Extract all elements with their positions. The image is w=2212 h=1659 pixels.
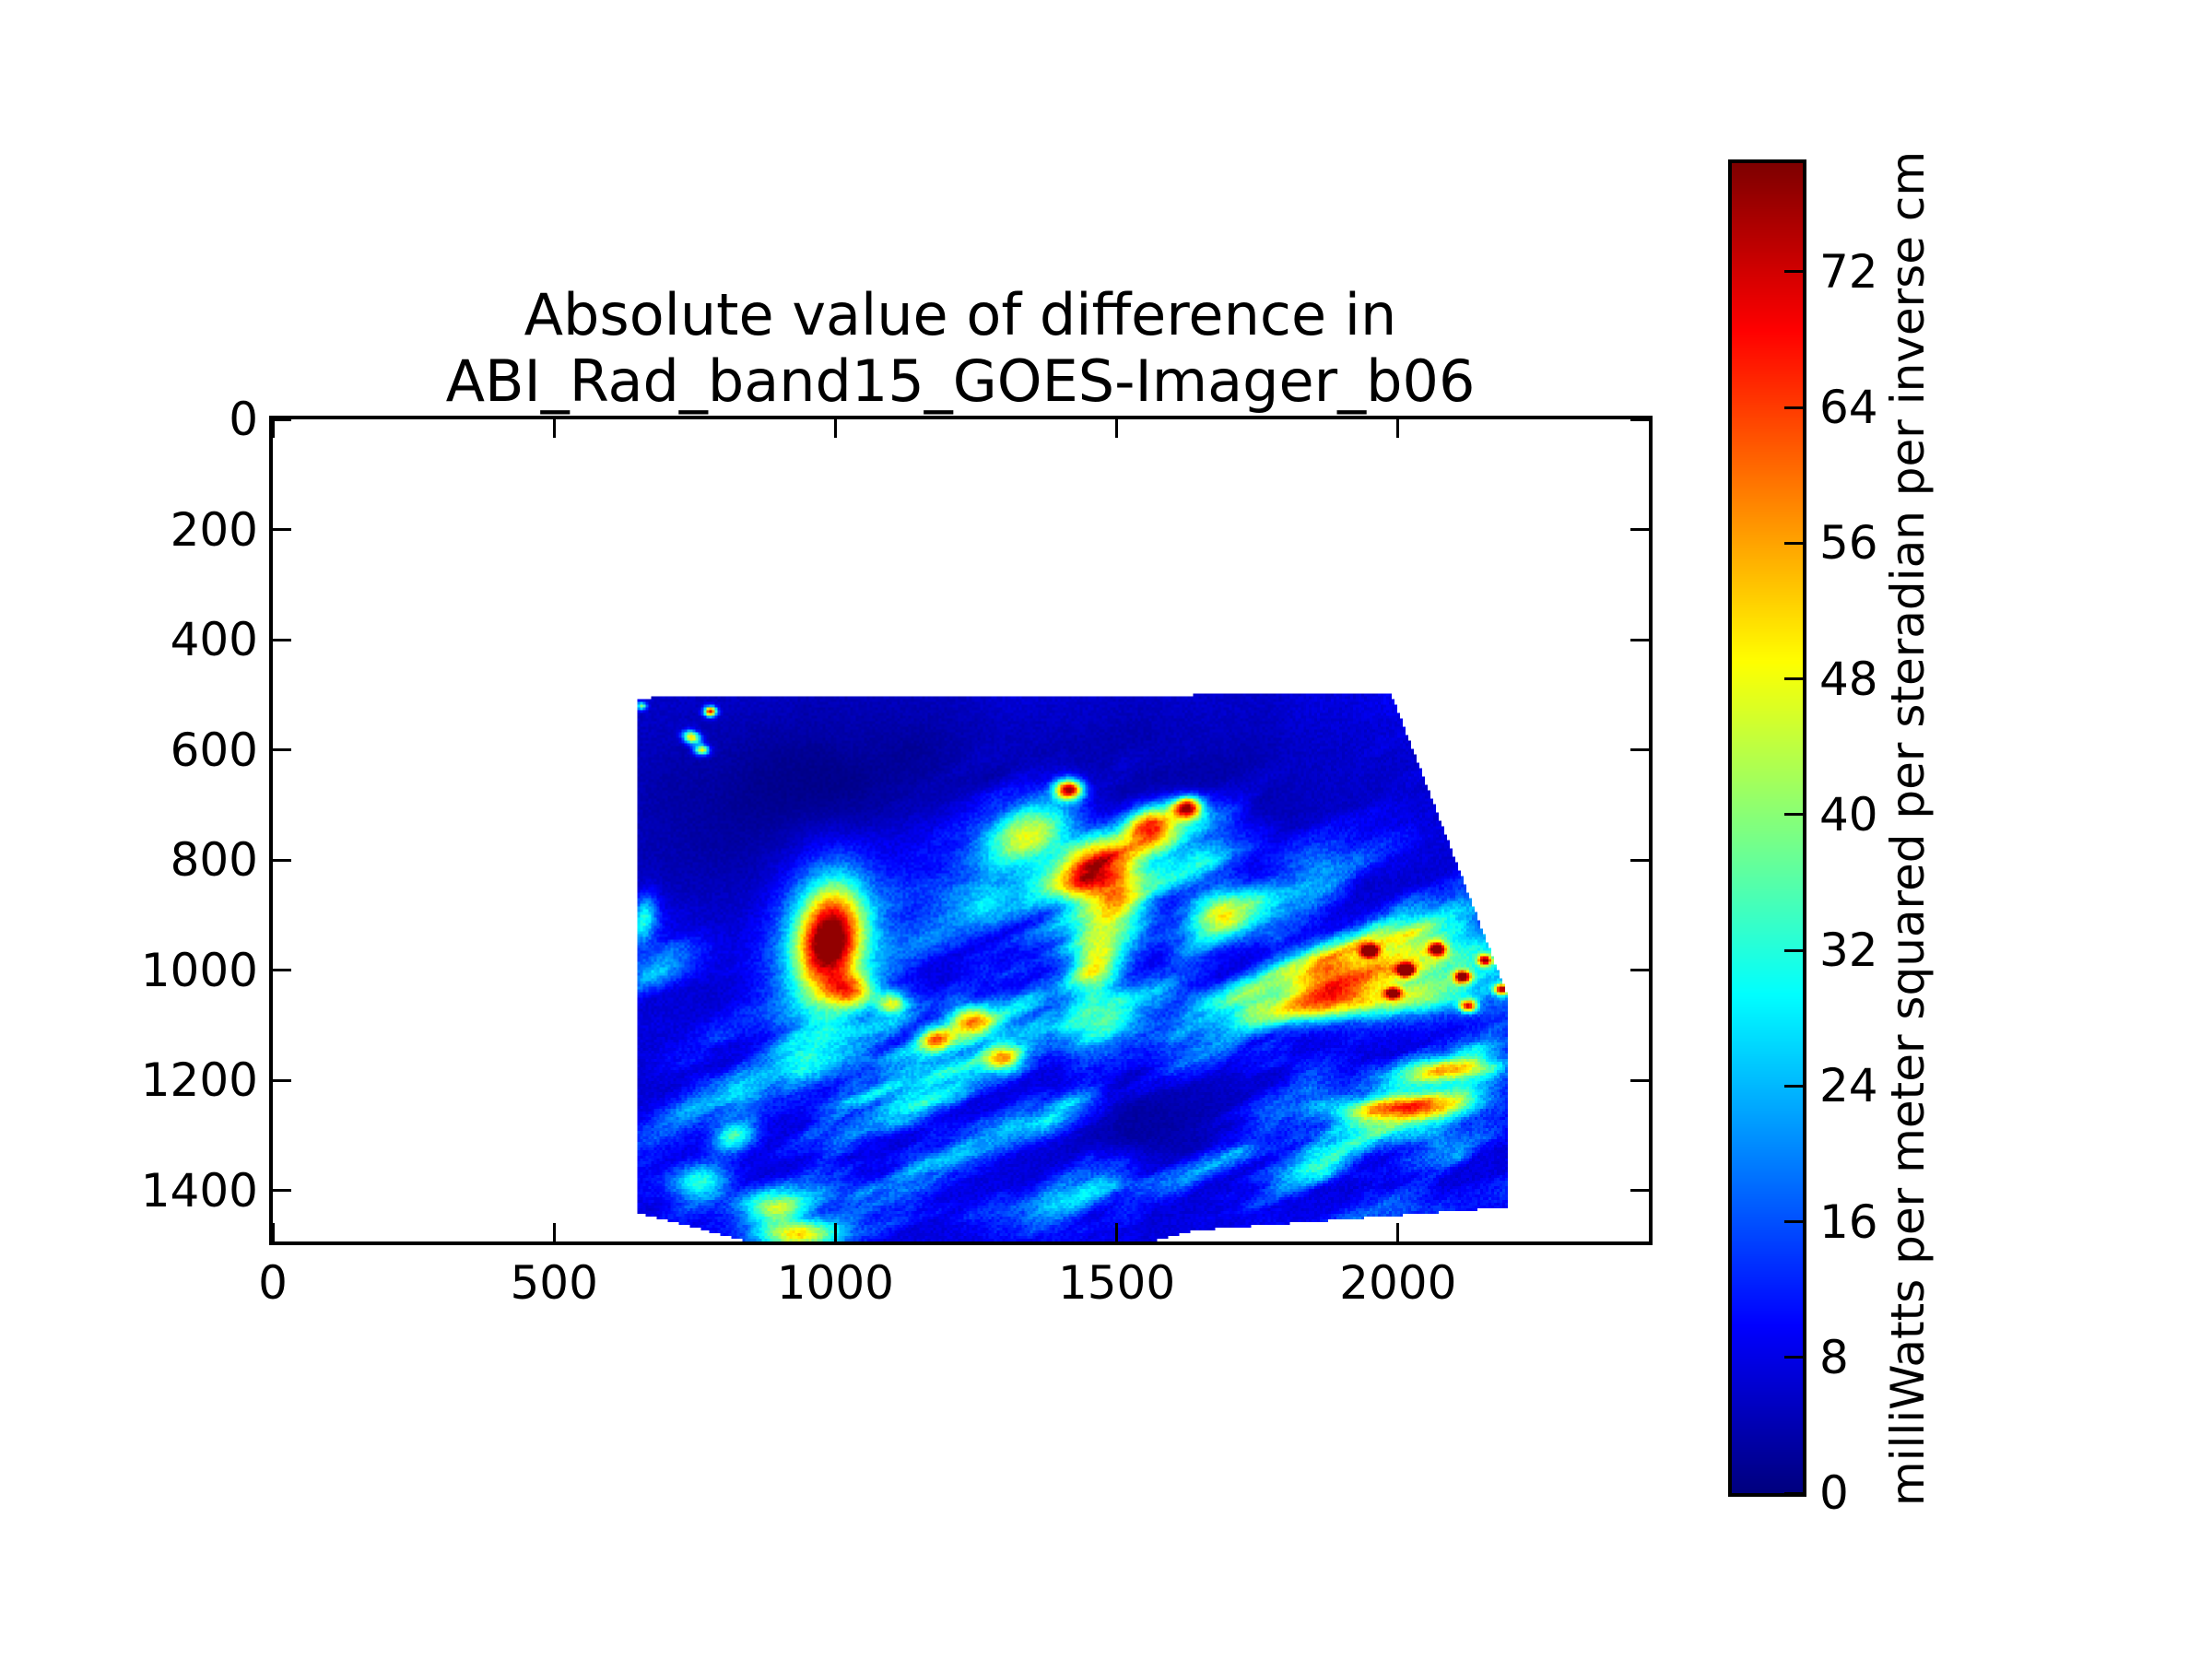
y-tick-mark <box>273 1189 291 1193</box>
colorbar-tick-label: 16 <box>1819 1194 1878 1249</box>
colorbar-tick-mark <box>1784 677 1803 681</box>
y-tick-mark <box>1630 748 1649 752</box>
y-tick-label: 400 <box>170 613 258 667</box>
y-tick-mark <box>1630 969 1649 972</box>
colorbar-frame <box>1728 159 1806 1497</box>
y-tick-mark <box>1630 1189 1649 1193</box>
y-tick-mark <box>273 748 291 752</box>
y-tick-mark <box>273 969 291 972</box>
y-tick-mark <box>273 528 291 532</box>
colorbar-tick-mark <box>1784 813 1803 817</box>
colorbar-tick-label: 64 <box>1819 381 1878 435</box>
colorbar-tick-mark <box>1784 1491 1803 1495</box>
y-tick-mark <box>273 858 291 862</box>
colorbar-tick-label: 72 <box>1819 244 1878 299</box>
y-tick-label: 1400 <box>140 1163 258 1218</box>
y-tick-mark <box>1630 1078 1649 1082</box>
colorbar-tick-label: 24 <box>1819 1059 1878 1113</box>
x-tick-label: 0 <box>258 1256 288 1310</box>
x-tick-mark <box>1396 419 1400 438</box>
x-tick-label: 1000 <box>776 1256 894 1310</box>
x-tick-label: 2000 <box>1339 1256 1457 1310</box>
y-tick-mark <box>273 638 291 641</box>
colorbar-tick-label: 32 <box>1819 924 1878 978</box>
y-tick-label: 800 <box>170 833 258 888</box>
colorbar-tick-label: 48 <box>1819 652 1878 706</box>
x-tick-mark <box>271 1223 275 1241</box>
y-tick-label: 200 <box>170 502 258 557</box>
y-tick-mark <box>1630 638 1649 641</box>
x-tick-mark <box>1115 419 1119 438</box>
y-tick-mark <box>273 1078 291 1082</box>
plot-frame <box>269 416 1653 1245</box>
colorbar-tick-label: 40 <box>1819 787 1878 841</box>
chart-title: Absolute value of difference in ABI_Rad_… <box>446 282 1476 415</box>
x-tick-mark <box>1115 1223 1119 1241</box>
y-tick-mark <box>1630 528 1649 532</box>
colorbar-tick-mark <box>1784 1356 1803 1359</box>
x-tick-mark <box>833 1223 837 1241</box>
heatmap-canvas <box>273 419 1649 1241</box>
y-tick-mark <box>1630 418 1649 421</box>
colorbar-tick-label: 56 <box>1819 516 1878 571</box>
y-tick-label: 1200 <box>140 1053 258 1108</box>
colorbar-tick-label: 8 <box>1819 1330 1849 1384</box>
x-tick-mark <box>271 419 275 438</box>
y-tick-mark <box>1630 858 1649 862</box>
chart-title-line1: Absolute value of difference in <box>524 281 1397 348</box>
colorbar-axis-label: milliWatts per meter squared per steradi… <box>1881 150 1935 1507</box>
y-tick-mark <box>273 418 291 421</box>
y-tick-label: 600 <box>170 723 258 777</box>
y-tick-label: 0 <box>229 393 258 446</box>
colorbar-tick-mark <box>1784 541 1803 545</box>
colorbar-tick-mark <box>1784 948 1803 952</box>
x-tick-mark <box>552 1223 556 1241</box>
colorbar-tick-label: 0 <box>1819 1466 1849 1520</box>
x-tick-label: 500 <box>510 1256 598 1310</box>
x-tick-mark <box>1396 1223 1400 1241</box>
x-tick-label: 1500 <box>1057 1256 1176 1310</box>
colorbar-tick-mark <box>1784 1220 1803 1223</box>
colorbar-tick-mark <box>1784 1084 1803 1088</box>
x-tick-mark <box>552 419 556 438</box>
y-tick-label: 1000 <box>140 943 258 997</box>
x-tick-mark <box>833 419 837 438</box>
chart-title-line2: ABI_Rad_band15_GOES-Imager_b06 <box>445 347 1476 415</box>
colorbar-tick-mark <box>1784 270 1803 274</box>
colorbar-tick-mark <box>1784 406 1803 409</box>
colorbar-gradient-canvas <box>1732 163 1803 1493</box>
